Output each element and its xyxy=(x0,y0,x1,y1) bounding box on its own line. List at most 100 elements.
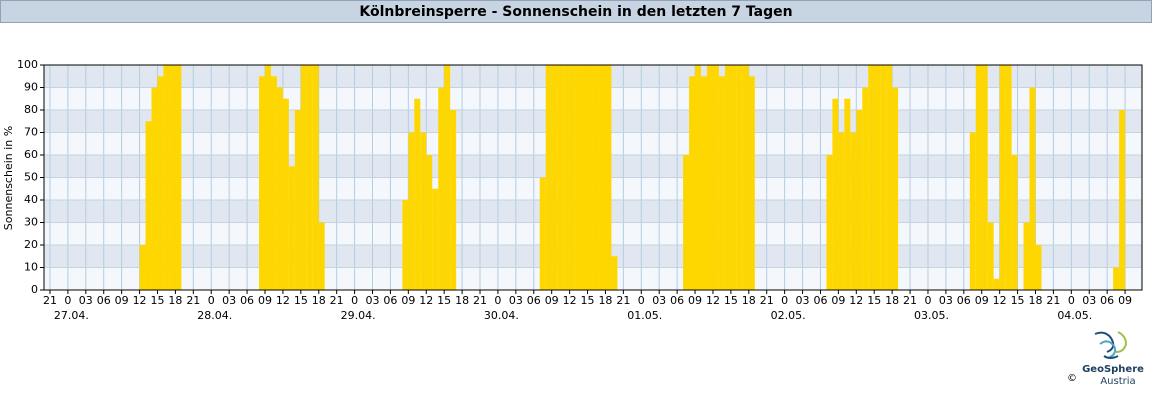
bar xyxy=(569,65,576,290)
y-tick-label: 0 xyxy=(31,283,38,296)
x-tick-label: 12 xyxy=(419,294,433,307)
bar xyxy=(868,65,875,290)
x-tick-label: 21 xyxy=(903,294,917,307)
bar xyxy=(730,65,737,290)
y-tick-label: 10 xyxy=(24,261,38,274)
y-axis-label: Sonnenschein in % xyxy=(2,126,15,230)
bar xyxy=(414,98,421,290)
bar xyxy=(1035,245,1042,290)
x-tick-label: 0 xyxy=(1068,294,1075,307)
bar xyxy=(987,222,994,290)
bar xyxy=(695,65,702,290)
bar xyxy=(1119,110,1126,290)
bar xyxy=(844,98,851,290)
bar xyxy=(450,110,457,290)
bar xyxy=(862,87,869,290)
x-tick-label: 09 xyxy=(688,294,702,307)
bar xyxy=(270,76,277,290)
bar xyxy=(157,76,164,290)
date-label: 29.04. xyxy=(341,309,376,322)
bar xyxy=(593,65,600,290)
x-tick-label: 09 xyxy=(258,294,272,307)
bar xyxy=(545,65,552,290)
x-tick-label: 21 xyxy=(186,294,200,307)
bar xyxy=(826,155,833,290)
bar xyxy=(748,76,755,290)
bar xyxy=(145,121,152,290)
bar xyxy=(1029,87,1036,290)
date-label: 28.04. xyxy=(197,309,232,322)
x-tick-label: 15 xyxy=(867,294,881,307)
x-tick-label: 18 xyxy=(168,294,182,307)
bar xyxy=(712,65,719,290)
x-tick-label: 09 xyxy=(401,294,415,307)
bar xyxy=(1023,222,1030,290)
logo-sub: Austria xyxy=(1100,376,1135,387)
y-tick-label: 60 xyxy=(24,148,38,161)
bar xyxy=(892,87,899,290)
x-tick-label: 15 xyxy=(150,294,164,307)
bar xyxy=(563,65,570,290)
bar xyxy=(539,177,546,290)
x-tick-label: 21 xyxy=(330,294,344,307)
x-tick-label: 12 xyxy=(993,294,1007,307)
x-tick-label: 03 xyxy=(796,294,810,307)
y-tick-label: 70 xyxy=(24,126,38,139)
bar xyxy=(736,65,743,290)
x-tick-label: 09 xyxy=(1118,294,1132,307)
chart-title: Kölnbreinsperre - Sonnenschein in den le… xyxy=(359,4,792,20)
bar xyxy=(701,76,707,290)
bar xyxy=(151,87,158,290)
x-tick-label: 12 xyxy=(563,294,577,307)
x-tick-label: 06 xyxy=(527,294,541,307)
x-tick-label: 15 xyxy=(1011,294,1025,307)
logo-mark xyxy=(1094,331,1128,359)
bar xyxy=(605,65,612,290)
x-tick-label: 0 xyxy=(64,294,71,307)
bar xyxy=(318,222,325,290)
bar xyxy=(557,65,564,290)
x-tick-label: 18 xyxy=(1028,294,1042,307)
bar xyxy=(999,65,1006,290)
x-tick-label: 12 xyxy=(849,294,863,307)
bar xyxy=(718,76,725,290)
y-tick-label: 40 xyxy=(24,193,38,206)
bar xyxy=(689,76,696,290)
copyright: © xyxy=(1067,373,1077,384)
bar xyxy=(1011,155,1018,290)
bar xyxy=(139,245,146,290)
x-tick-label: 0 xyxy=(351,294,358,307)
bar xyxy=(981,65,988,290)
x-tick-label: 09 xyxy=(975,294,989,307)
x-tick-label: 21 xyxy=(616,294,630,307)
bar xyxy=(832,98,839,290)
x-tick-label: 0 xyxy=(494,294,501,307)
bar xyxy=(975,65,982,290)
bar xyxy=(886,65,893,290)
plot-area: 21 0 03 06 09 12 15 18 21 0 03 06 09 12 15 18 21 0 03 06 09 1… xyxy=(17,58,1143,322)
x-tick-label: 06 xyxy=(670,294,684,307)
x-tick-label: 15 xyxy=(294,294,308,307)
x-tick-label: 0 xyxy=(924,294,931,307)
logo-name: GeoSphere xyxy=(1082,364,1144,375)
bar xyxy=(276,87,283,290)
x-tick-label: 06 xyxy=(957,294,971,307)
x-tick-label: 18 xyxy=(742,294,756,307)
bar xyxy=(169,65,176,290)
bar xyxy=(300,65,307,290)
bar xyxy=(969,132,976,290)
bar xyxy=(408,132,415,290)
bar xyxy=(724,65,731,290)
y-tick-label: 90 xyxy=(24,81,38,94)
x-tick-label: 06 xyxy=(240,294,254,307)
bar xyxy=(587,65,594,290)
x-tick-label: 15 xyxy=(581,294,595,307)
bar xyxy=(264,65,271,290)
bar xyxy=(880,65,887,290)
x-tick-label: 0 xyxy=(638,294,645,307)
bar xyxy=(742,65,749,290)
bar xyxy=(312,65,319,290)
bar xyxy=(611,256,618,290)
bar xyxy=(838,132,845,290)
x-tick-label: 03 xyxy=(1082,294,1096,307)
